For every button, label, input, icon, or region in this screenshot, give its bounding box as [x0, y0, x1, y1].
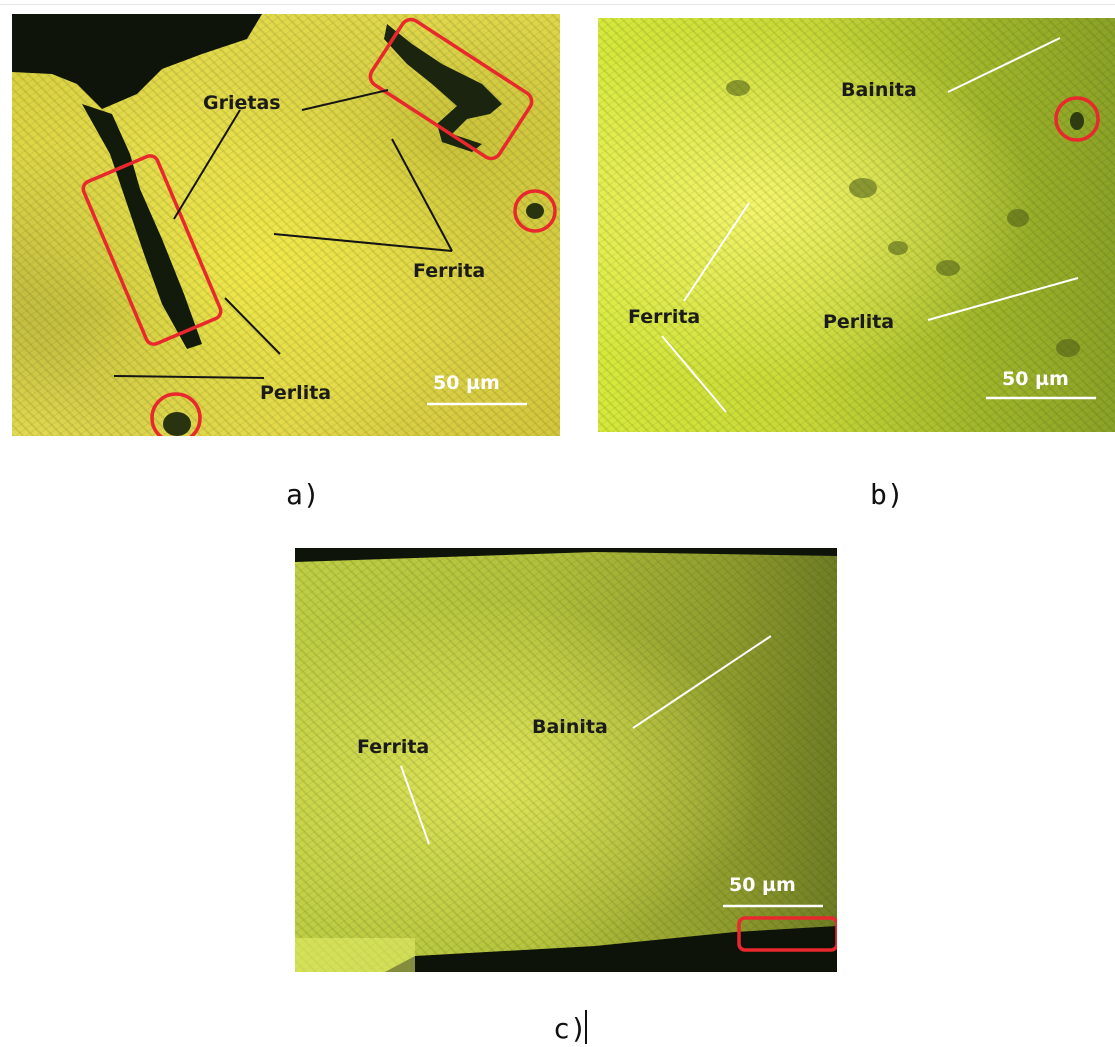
dark-edge-bottom — [385, 926, 837, 972]
leader-line — [391, 138, 453, 252]
leader-line — [224, 297, 281, 355]
label-ferrita: Ferrita — [628, 306, 701, 328]
crack-region — [12, 14, 262, 109]
dark-patches — [726, 80, 1080, 357]
light-band — [295, 938, 415, 972]
caption-b: b) — [870, 478, 904, 511]
spot-highlight-circle — [513, 189, 557, 233]
dark-spot — [526, 203, 544, 219]
leader-line — [661, 335, 727, 413]
crack — [384, 24, 502, 152]
micrograph-texture — [295, 548, 837, 972]
leader-line — [173, 109, 241, 220]
dark-edge-top — [295, 548, 837, 562]
leader-line — [301, 89, 389, 111]
leader-line — [683, 202, 750, 302]
leader-line — [113, 375, 265, 379]
leader-lines — [113, 89, 453, 379]
spot-highlight-circle — [150, 392, 202, 436]
label-perlita: Perlita — [260, 382, 332, 404]
leader-lines — [400, 635, 772, 845]
label-perlita: Perlita — [823, 311, 895, 333]
crack-highlight-box — [81, 154, 223, 346]
label-ferrita: Ferrita — [413, 260, 486, 282]
label-bainita: Bainita — [841, 79, 917, 101]
dark-spot — [1070, 112, 1084, 130]
leader-line — [273, 233, 453, 252]
caption-c: c) — [553, 1012, 587, 1045]
label-bainita: Bainita — [532, 716, 608, 738]
region-highlight-box — [737, 916, 837, 952]
leader-line — [632, 635, 772, 729]
micrograph-b-overlay — [661, 37, 1100, 413]
caption-a: a) — [286, 478, 320, 511]
leader-line — [400, 765, 430, 845]
top-divider — [0, 4, 1115, 5]
label-grietas: Grietas — [203, 92, 281, 114]
highlight-marks — [81, 17, 557, 436]
dark-spot — [163, 412, 191, 436]
micrograph-c: Ferrita Bainita 50 µm — [295, 548, 837, 972]
scale-bar-label: 50 µm — [1002, 368, 1069, 390]
crack-highlight-box — [368, 17, 534, 161]
micrograph-b: Bainita Ferrita Perlita 50 µm — [598, 18, 1115, 432]
leader-line — [927, 277, 1079, 321]
label-ferrita: Ferrita — [357, 736, 430, 758]
micrograph-c-overlay — [295, 548, 837, 972]
text-cursor — [585, 1010, 587, 1044]
spot-highlight-circle — [1054, 96, 1100, 142]
micrograph-a: Grietas Ferrita Perlita 50 µm — [12, 14, 560, 436]
leader-line — [947, 37, 1061, 93]
leader-lines — [661, 37, 1079, 413]
scale-bar-label: 50 µm — [433, 372, 500, 394]
micrograph-a-overlay — [12, 14, 557, 436]
scale-bar-label: 50 µm — [729, 874, 796, 896]
crack — [82, 104, 202, 349]
